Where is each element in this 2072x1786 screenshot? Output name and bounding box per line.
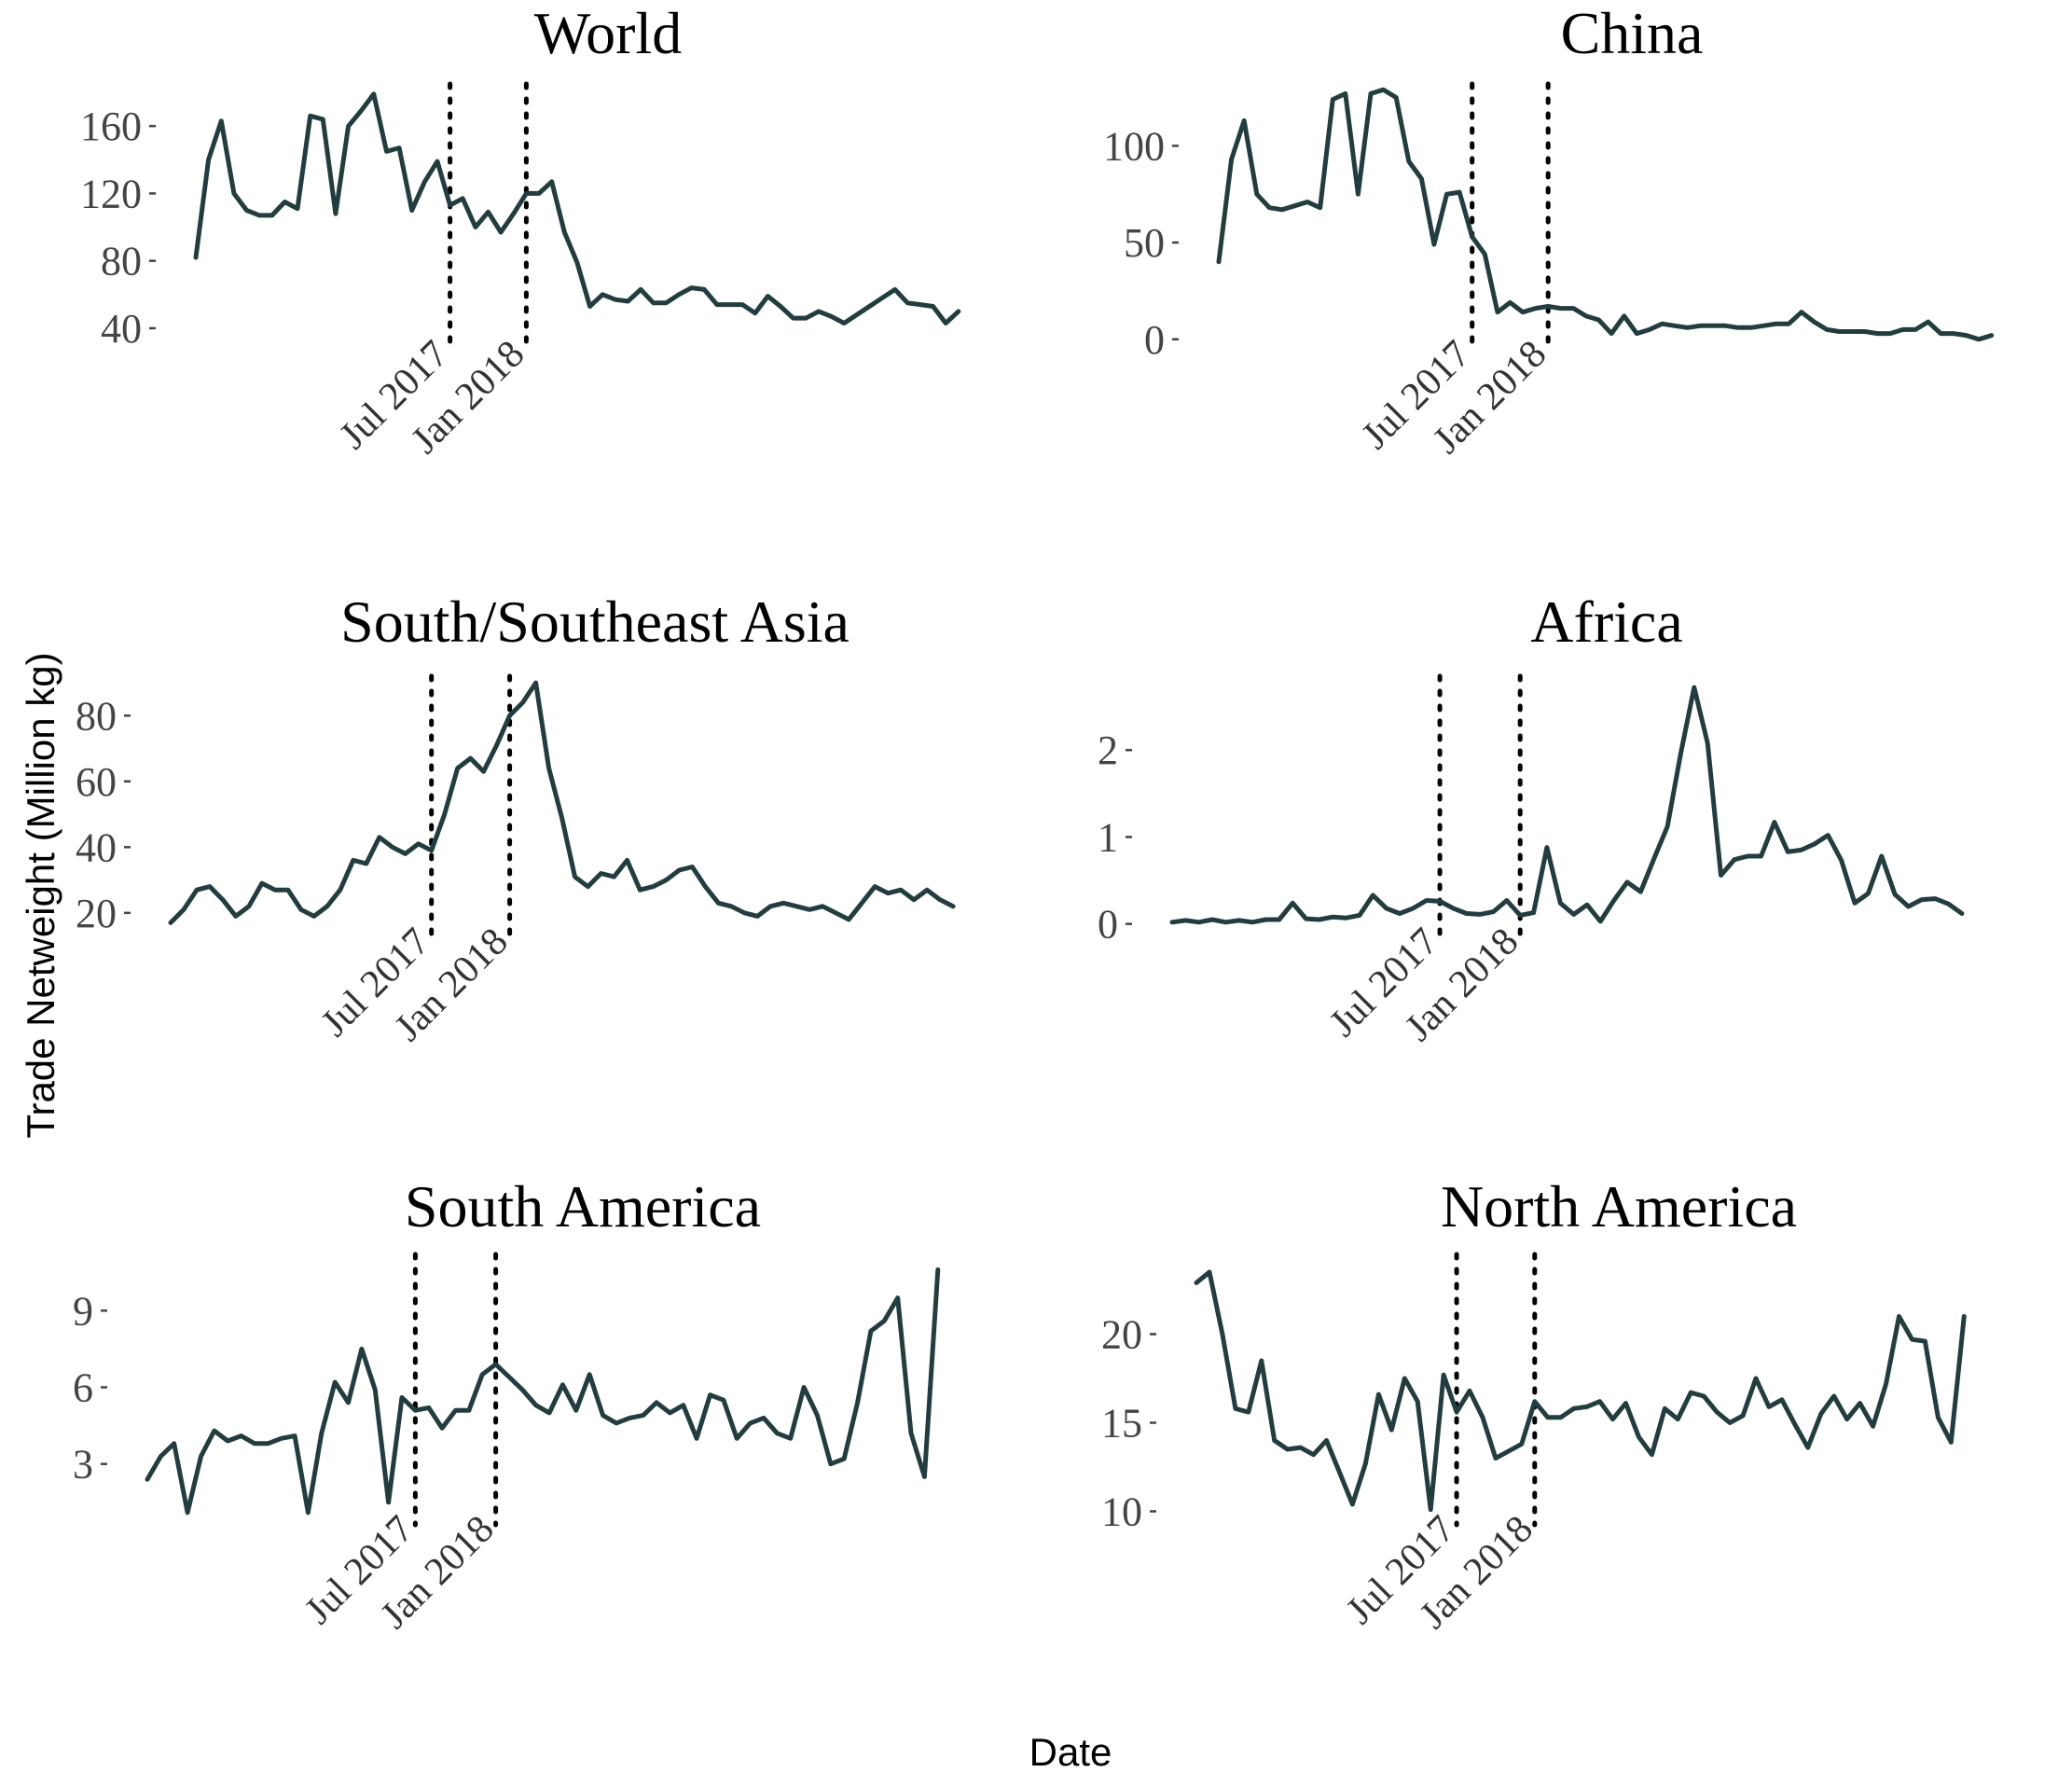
- y-tick-label: 3: [73, 1442, 93, 1488]
- panel-title: World: [534, 0, 682, 66]
- series-line: [168, 680, 956, 925]
- y-tick-label: 50: [1124, 220, 1165, 266]
- y-tick-label: 20: [76, 891, 117, 936]
- panel-title: China: [1561, 0, 1704, 66]
- y-tick-label: 80: [101, 239, 142, 284]
- series-line: [1194, 1269, 1967, 1513]
- panel-title: Africa: [1530, 588, 1682, 655]
- y-tick-label: 40: [101, 306, 142, 352]
- y-axis-title: Trade Netweight (Million kg): [19, 652, 62, 1138]
- y-tick-label: 160: [80, 104, 142, 149]
- y-tick-label: 0: [1098, 902, 1118, 948]
- y-tick-label: 2: [1098, 727, 1118, 773]
- y-tick-label: 120: [80, 171, 142, 216]
- series-line: [145, 1267, 941, 1516]
- x-axis-title: Date: [1029, 1730, 1112, 1774]
- series-line: [193, 91, 961, 325]
- y-tick-label: 60: [76, 759, 117, 805]
- y-tick-label: 15: [1101, 1401, 1142, 1447]
- y-tick-label: 9: [73, 1288, 93, 1334]
- y-tick-label: 80: [76, 693, 117, 739]
- panel-title: North America: [1441, 1173, 1797, 1239]
- y-tick-label: 1: [1098, 814, 1118, 860]
- panel-title: South America: [405, 1173, 761, 1239]
- series-line: [1169, 685, 1965, 925]
- y-tick-label: 40: [76, 824, 117, 870]
- series-line: [1216, 87, 1995, 342]
- y-tick-label: 100: [1103, 123, 1165, 169]
- panel-title: South/Southeast Asia: [340, 588, 850, 655]
- y-tick-label: 10: [1101, 1489, 1142, 1535]
- y-tick-label: 0: [1144, 317, 1165, 363]
- y-tick-label: 20: [1101, 1312, 1142, 1358]
- y-tick-label: 6: [73, 1365, 93, 1411]
